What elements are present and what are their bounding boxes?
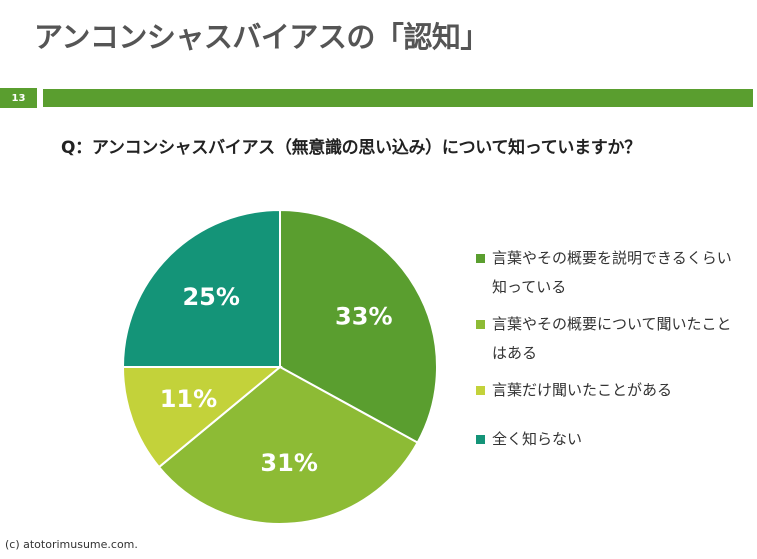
legend-label: 全く知らない	[492, 430, 583, 448]
legend-item-heard-word: 言葉だけ聞いたことがある	[476, 376, 746, 405]
pie-slice	[157, 365, 419, 525]
legend-item-not-know: 全く知らない	[476, 425, 746, 454]
chart-legend: 言葉やその概要を説明できるくらい知っている 言葉やその概要について聞いたことはあ…	[476, 244, 746, 462]
pie-slice	[121, 366, 283, 469]
legend-label: 言葉やその概要を説明できるくらい知っている	[492, 249, 732, 296]
pie-slice-label: 25%	[182, 283, 239, 311]
legend-swatch	[476, 435, 485, 444]
page-number: 13	[0, 88, 37, 108]
legend-swatch	[476, 386, 485, 395]
header-bar	[43, 89, 753, 107]
legend-item-heard-overview: 言葉やその概要について聞いたことはある	[476, 310, 746, 368]
slide-title: アンコンシャスバイアスの「認知」	[34, 20, 489, 54]
pie-slice-label: 11%	[160, 385, 217, 413]
legend-swatch	[476, 254, 485, 263]
legend-label: 言葉やその概要について聞いたことはある	[492, 315, 732, 362]
pie-slice	[279, 208, 438, 444]
pie-slice-label: 33%	[335, 302, 392, 330]
legend-swatch	[476, 320, 485, 329]
question-text: Q：アンコンシャスバイアス（無意識の思い込み）について知っていますか？	[61, 138, 641, 158]
legend-label: 言葉だけ聞いたことがある	[492, 381, 673, 399]
pie-slice-label: 31%	[260, 449, 317, 477]
pie-slice	[121, 208, 281, 368]
copyright-text: (c) atotorimusume.com.	[5, 538, 138, 551]
legend-item-explain: 言葉やその概要を説明できるくらい知っている	[476, 244, 746, 302]
